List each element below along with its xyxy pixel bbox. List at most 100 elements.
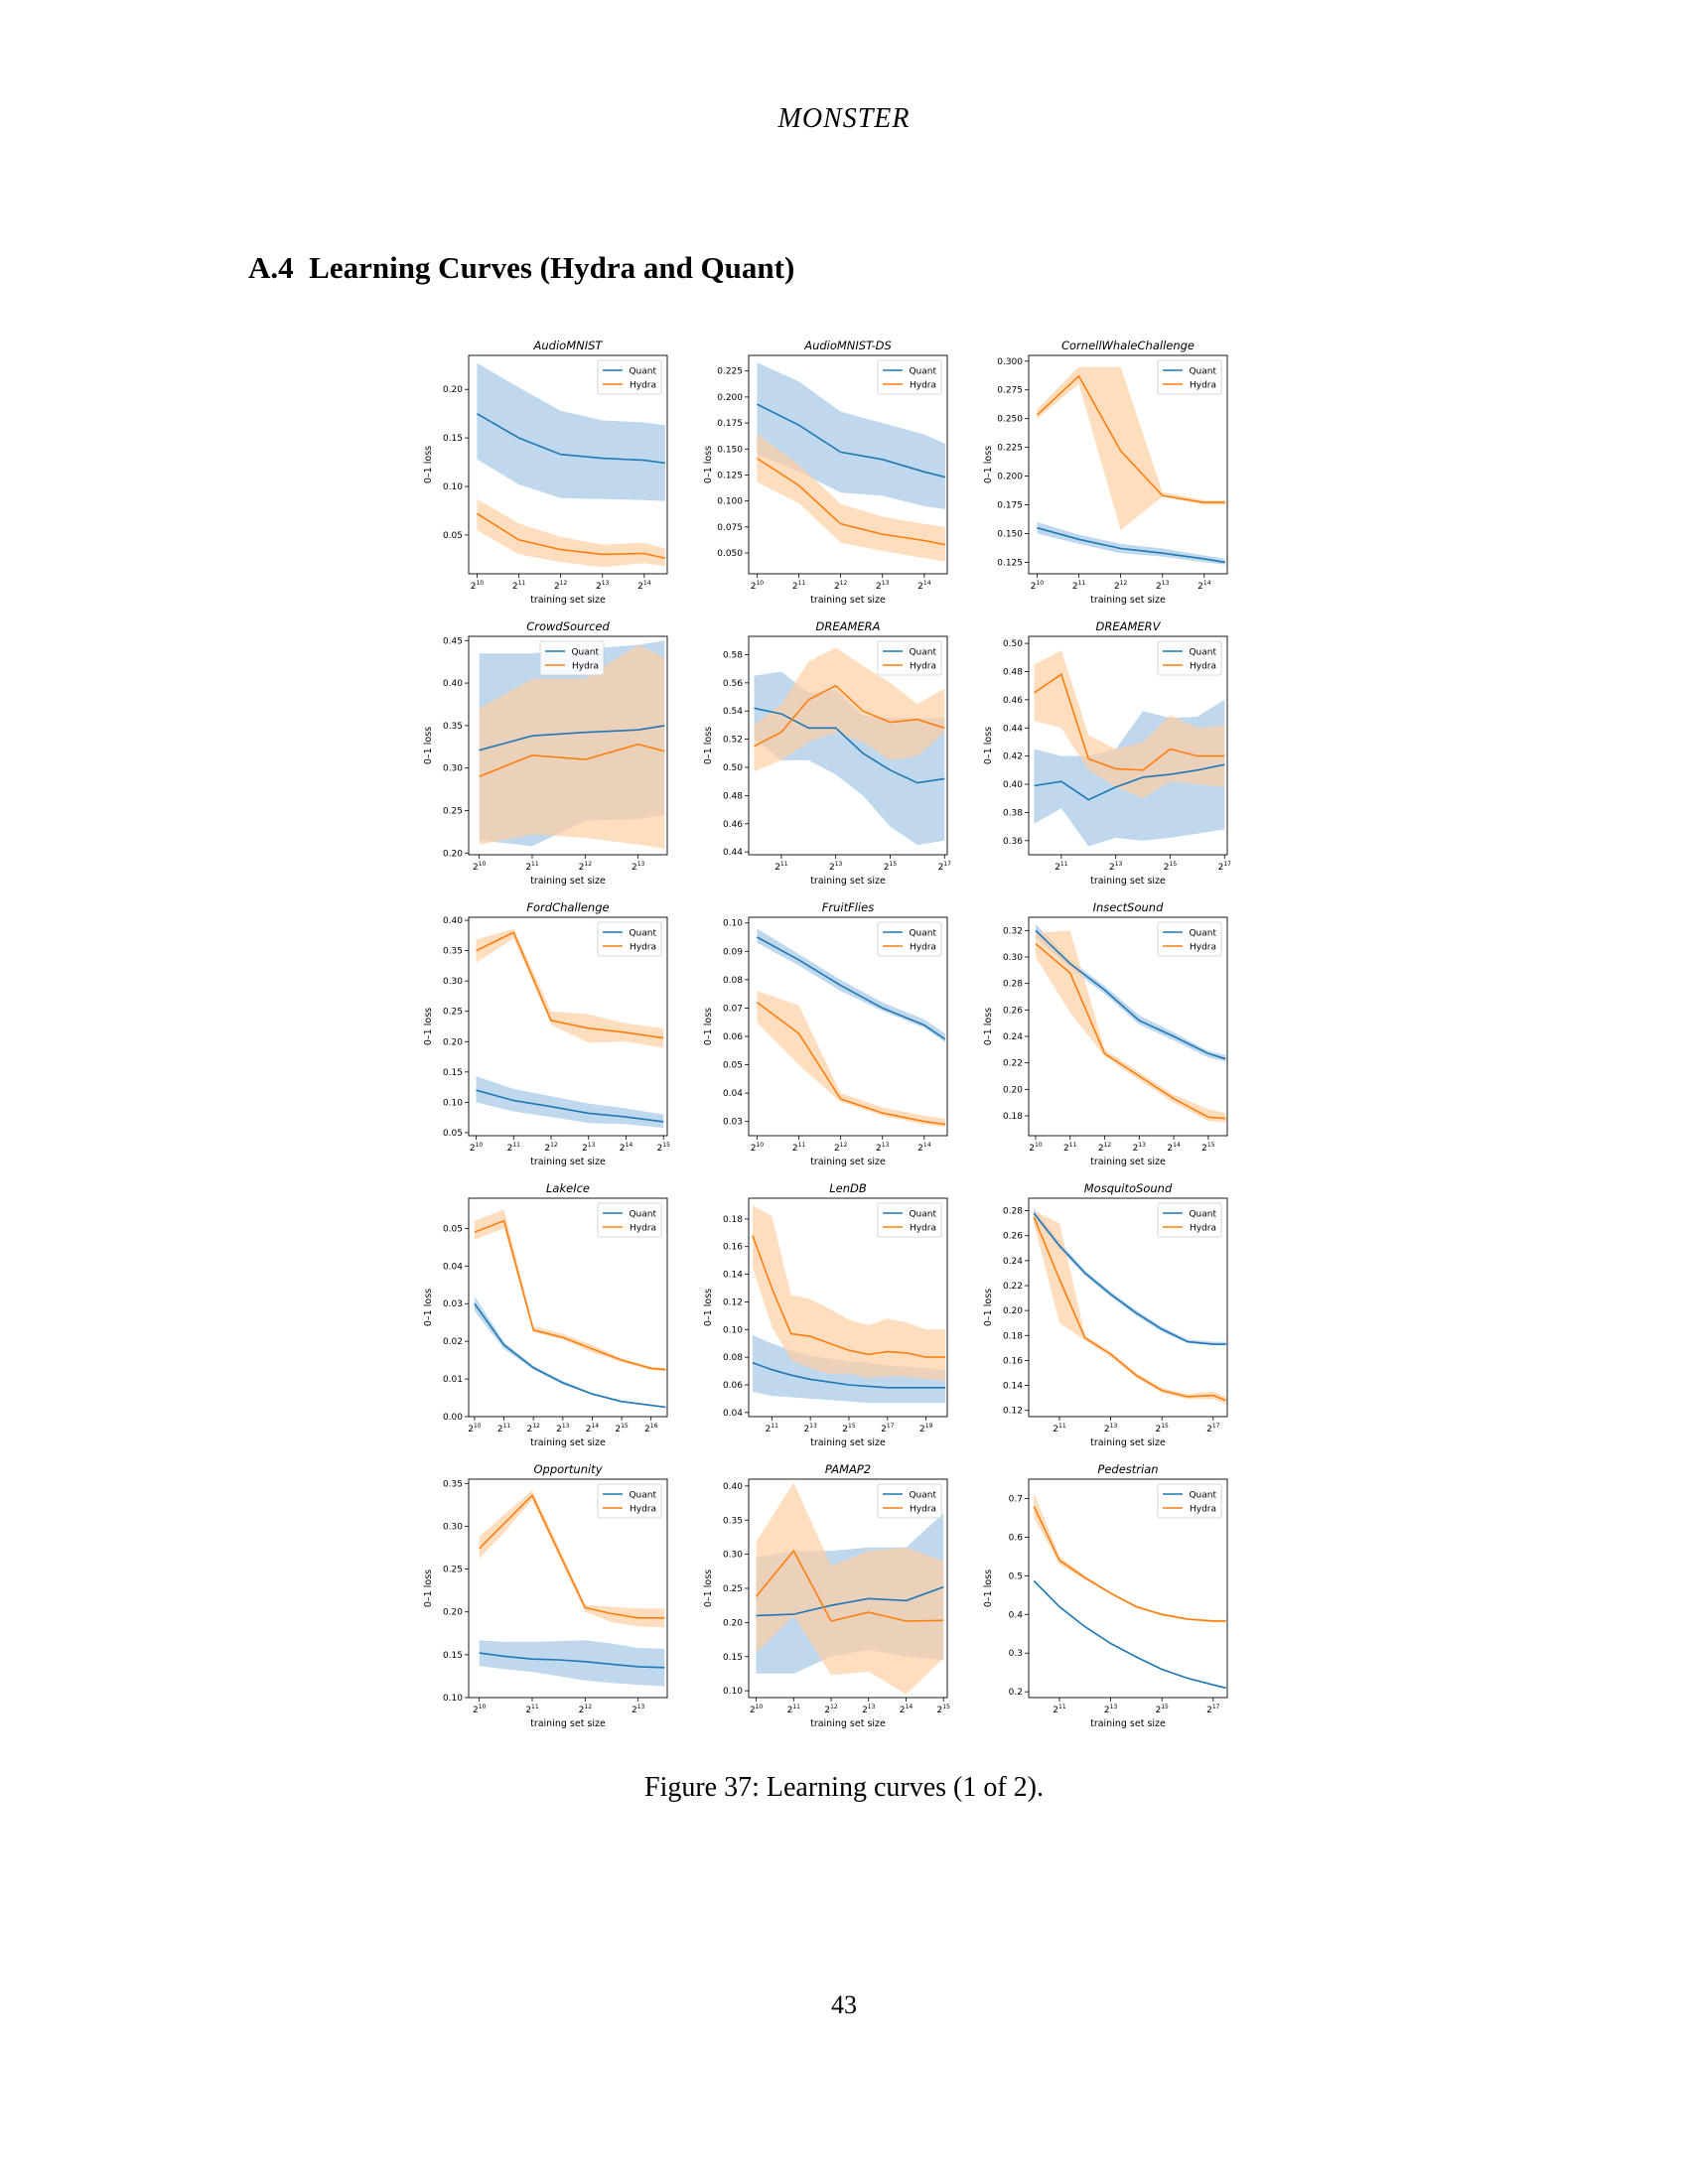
series-line-quant <box>754 707 945 784</box>
plot-area <box>1035 923 1226 1123</box>
series-line-quant <box>1035 929 1226 1060</box>
axes-frame <box>1028 635 1228 856</box>
chart-panel: AudioMNIST-DS 0.050 0.075 0.100 0.125 0.150 0.… <box>703 339 948 606</box>
x-tick-label: 211 <box>1053 1423 1066 1434</box>
y-tick-label: 0.10 <box>443 1098 463 1108</box>
x-tick-label: 211 <box>512 580 526 592</box>
x-tick-label: 211 <box>792 1142 806 1154</box>
y-axis-label: 0–1 loss <box>983 1008 994 1045</box>
legend-label: Quant <box>909 1491 936 1501</box>
y-tick-label: 0.56 <box>723 679 743 689</box>
legend-box <box>877 1483 942 1519</box>
axes-frame <box>468 354 668 575</box>
series-line-quant <box>1033 1212 1226 1345</box>
plot-area <box>476 928 664 1129</box>
y-tick-label: 0.46 <box>1003 696 1023 706</box>
chart-title: DREAMERA <box>815 619 880 633</box>
y-tick-label: 0.075 <box>717 523 743 533</box>
y-tick-label: 0.14 <box>723 1271 743 1281</box>
series-line-hydra <box>1035 943 1226 1120</box>
y-tick-label: 0.04 <box>723 1409 743 1419</box>
y-tick-label: 0.25 <box>443 1008 463 1018</box>
chart-panel: PAMAP2 0.10 0.15 0.20 0.25 0.30 0.35 0.40 210 211… <box>703 1462 950 1729</box>
y-tick-label: 0.02 <box>443 1337 463 1347</box>
y-axis-label: 0–1 loss <box>703 446 714 483</box>
x-tick-label: 211 <box>1072 580 1086 592</box>
axes-frame <box>1028 354 1228 575</box>
y-tick-label: 0.40 <box>443 679 463 689</box>
series-line-hydra <box>1034 673 1225 771</box>
chart-title: FruitFlies <box>822 900 874 914</box>
y-tick-label: 0.04 <box>443 1262 463 1272</box>
y-tick-label: 0.125 <box>997 558 1023 568</box>
x-axis-label: training set size <box>530 876 606 887</box>
y-tick-label: 0.48 <box>723 791 743 801</box>
legend-box <box>597 921 662 957</box>
y-axis-label: 0–1 loss <box>703 1008 714 1045</box>
x-tick-label: 210 <box>468 1423 482 1434</box>
legend-label: Quant <box>909 1210 936 1220</box>
legend-label: Hydra <box>1190 662 1216 672</box>
y-tick-label: 0.30 <box>1003 953 1023 963</box>
confidence-band-hydra <box>1036 930 1226 1123</box>
series-line-hydra <box>474 1219 666 1371</box>
y-tick-label: 0.45 <box>443 636 463 646</box>
x-tick-label: 213 <box>596 580 610 592</box>
running-head: MONSTER <box>777 103 911 134</box>
y-tick-label: 0.50 <box>723 763 743 773</box>
chart-title: LakeIce <box>546 1181 590 1195</box>
x-axis-label: training set size <box>1090 1718 1166 1729</box>
x-tick-label: 215 <box>1156 1704 1170 1715</box>
x-tick-label: 215 <box>1164 861 1178 873</box>
chart-panel: Opportunity 0.10 0.15 0.20 0.25 0.30 0.35 210 21… <box>423 1462 668 1729</box>
y-tick-label: 0.03 <box>443 1299 463 1309</box>
x-tick-label: 215 <box>615 1423 629 1434</box>
y-tick-label: 0.20 <box>723 1618 743 1628</box>
y-tick-label: 0.52 <box>723 736 743 746</box>
x-tick-label: 210 <box>751 1142 765 1154</box>
y-tick-label: 0.30 <box>723 1551 743 1561</box>
y-tick-label: 0.10 <box>723 1687 743 1697</box>
y-tick-label: 0.26 <box>1003 1232 1023 1242</box>
y-tick-label: 0.50 <box>1003 639 1023 649</box>
x-tick-label: 211 <box>787 1704 801 1715</box>
y-tick-label: 0.15 <box>443 1068 463 1078</box>
y-tick-label: 0.20 <box>1003 1306 1023 1316</box>
x-axis-label: training set size <box>1090 1437 1166 1448</box>
legend-label: Quant <box>1189 1210 1216 1220</box>
legend-label: Hydra <box>910 1505 936 1515</box>
y-tick-label: 0.35 <box>723 1516 743 1526</box>
legend-box <box>597 359 662 395</box>
legend-box <box>877 640 942 676</box>
confidence-band-hydra <box>757 433 945 562</box>
legend-label: Hydra <box>630 943 656 953</box>
series-line-quant <box>752 1361 946 1389</box>
y-axis-label: 0–1 loss <box>423 1289 434 1326</box>
series-line-hydra <box>756 1002 946 1126</box>
x-tick-label: 211 <box>525 861 539 873</box>
y-tick-label: 0.175 <box>997 501 1023 511</box>
legend-label: Hydra <box>630 381 656 391</box>
y-axis-label: 0–1 loss <box>983 727 994 764</box>
x-tick-label: 213 <box>1104 1423 1118 1434</box>
y-tick-label: 0.35 <box>443 1479 463 1489</box>
figure-caption: Figure 37: Learning curves (1 of 2). <box>644 1772 1044 1803</box>
y-tick-label: 0.4 <box>1009 1610 1024 1620</box>
y-tick-label: 0.225 <box>717 367 743 377</box>
chart-panel: CornellWhaleChallenge 0.125 0.150 0.175 0.20… <box>983 339 1228 606</box>
x-tick-label: 215 <box>842 1423 856 1434</box>
x-tick-label: 214 <box>1167 1142 1181 1154</box>
x-tick-label: 210 <box>1029 1142 1043 1154</box>
chart-panel: LakeIce 0.00 0.01 0.02 0.03 0.04 0.05 210 211 212… <box>423 1181 668 1448</box>
chart-title: CrowdSourced <box>526 619 610 633</box>
legend-label: Quant <box>1189 929 1216 939</box>
confidence-band-hydra <box>477 498 665 568</box>
confidence-band-hydra <box>1034 650 1225 799</box>
x-tick-label: 215 <box>1201 1142 1215 1154</box>
y-tick-label: 0.00 <box>443 1413 463 1423</box>
y-tick-label: 0.7 <box>1009 1494 1023 1504</box>
x-axis-label: training set size <box>810 1437 886 1448</box>
x-tick-label: 217 <box>881 1423 895 1434</box>
x-axis-label: training set size <box>810 595 886 606</box>
y-tick-label: 0.09 <box>723 947 743 957</box>
